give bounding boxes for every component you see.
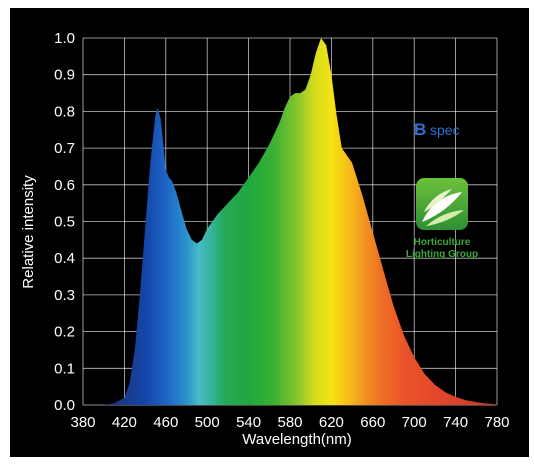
- y-tick-label: 0.6: [54, 177, 75, 194]
- horticulture-logo: Horticulture Lighting Group: [406, 178, 478, 260]
- spectrum-area: [83, 38, 497, 405]
- y-tick-label: 0.0: [54, 397, 75, 414]
- y-tick-label: 0.3: [54, 287, 75, 304]
- x-tick-label: 420: [112, 414, 137, 431]
- bspec-logo: B spec: [414, 120, 460, 139]
- y-tick-label: 0.9: [54, 67, 75, 84]
- y-axis-label: Relative intensity: [20, 175, 37, 289]
- y-tick-label: 0.8: [54, 103, 75, 120]
- x-tick-labels: 380 420 460 500 540 580 620 660 700 740 780: [70, 414, 509, 431]
- x-tick-label: 620: [319, 414, 344, 431]
- leaf-shape-2: [424, 189, 452, 212]
- leaf-shape-3: [426, 210, 464, 226]
- logo-line-2: Lighting Group: [406, 249, 478, 260]
- spectrum-chart: 0.0 0.1 0.2 0.3 0.4 0.5 0.6 0.7 0.8 0.9 1.0 380 420…: [10, 8, 529, 457]
- x-tick-label: 660: [360, 414, 385, 431]
- leaf-shape-1: [422, 192, 462, 222]
- y-tick-label: 0.2: [54, 324, 75, 341]
- logo-line-1: Horticulture: [414, 237, 471, 248]
- bspec-text: spec: [430, 122, 460, 138]
- y-tick-label: 0.7: [54, 140, 75, 157]
- x-tick-label: 380: [70, 414, 95, 431]
- y-tick-label: 0.1: [54, 360, 75, 377]
- y-tick-label: 1.0: [54, 30, 75, 47]
- chart-svg: 0.0 0.1 0.2 0.3 0.4 0.5 0.6 0.7 0.8 0.9 1.0 380 420…: [20, 30, 510, 448]
- x-tick-label: 540: [236, 414, 261, 431]
- x-tick-label: 700: [402, 414, 427, 431]
- bspec-mark: B: [414, 120, 426, 139]
- x-tick-label: 500: [195, 414, 220, 431]
- x-tick-label: 780: [484, 414, 509, 431]
- x-axis-label: Wavelength(nm): [242, 431, 351, 448]
- x-tick-label: 580: [277, 414, 302, 431]
- x-tick-label: 740: [443, 414, 468, 431]
- y-tick-labels: 0.0 0.1 0.2 0.3 0.4 0.5 0.6 0.7 0.8 0.9 1.0: [54, 30, 75, 414]
- y-tick-label: 0.4: [54, 250, 75, 267]
- x-tick-label: 460: [153, 414, 178, 431]
- y-tick-label: 0.5: [54, 214, 75, 231]
